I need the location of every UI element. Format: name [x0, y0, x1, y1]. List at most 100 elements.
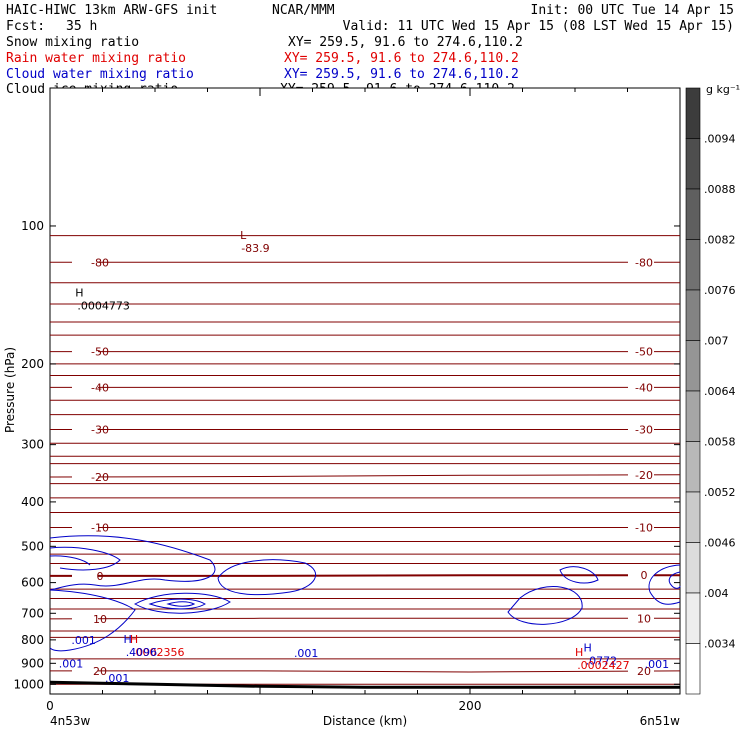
isotherm-label-mask [628, 256, 654, 268]
extremum-value: .0002356 [132, 646, 185, 659]
extremum-value: .0004773 [77, 300, 129, 313]
isotherm-label-mask [72, 612, 98, 624]
isotherm-label-mask [72, 569, 98, 581]
init-time: Init: 00 UTC Tue 14 Apr 15 [531, 3, 735, 18]
isotherm-label-mask [72, 471, 98, 483]
plot-area [49, 87, 681, 695]
colorbar-label: .0082 [704, 234, 736, 247]
isotherm-label-mask [628, 569, 654, 581]
isotherm-label-mask [72, 423, 98, 435]
isotherm-label: -30 [635, 423, 653, 436]
y-tick-label: 700 [21, 606, 44, 620]
terrain-line [49, 680, 680, 689]
colorbar-box [685, 138, 701, 190]
isotherm-label: 0 [97, 570, 104, 583]
cloud-water-label: .001 [59, 657, 84, 670]
isotherm-label-mask [628, 664, 654, 676]
forecast-label: Fcst: [6, 19, 45, 34]
colorbar-label: .007 [704, 335, 729, 348]
cloud-water-contour [49, 589, 136, 652]
extremum-marker: H [75, 287, 83, 300]
cloud-water-contour [648, 564, 681, 605]
x-axis-title: Distance (km) [323, 714, 407, 728]
isotherm-label: -30 [91, 423, 109, 436]
x-left-endpoint: 4n53w [50, 714, 91, 728]
colorbar-label: .004 [704, 587, 729, 600]
isotherm-label: -20 [635, 469, 653, 482]
isotherm-label: -40 [91, 381, 109, 394]
model-title: HAIC-HIWC 13km ARW-GFS init [6, 3, 217, 18]
colorbar-box [685, 239, 701, 291]
isotherm-label: -40 [635, 381, 653, 394]
colorbar-unit: g kg⁻¹ [706, 83, 740, 96]
isotherm-label: -80 [91, 256, 109, 269]
extremum-marker: H [124, 633, 132, 646]
y-tick-label: 600 [21, 576, 44, 590]
extremum-marker: H [130, 633, 138, 646]
colorbar-label: .0076 [704, 284, 736, 297]
cloud-water-contour [559, 566, 599, 584]
y-tick-label: 200 [21, 357, 44, 371]
isotherm--20 [49, 474, 681, 478]
y-tick-label: 400 [21, 495, 44, 509]
extremum-value: -83.9 [241, 242, 269, 255]
field-xy-cloud-water: XY= 259.5, 91.6 to 274.6,110.2 [284, 67, 519, 82]
cloud-water-contour [166, 601, 196, 607]
colorbar-box [685, 289, 701, 341]
y-axis-title: Pressure (hPa) [3, 347, 17, 433]
field-name-rain: Rain water mixing ratio [6, 51, 186, 66]
colorbar-label: .0058 [704, 436, 736, 449]
isotherm-label-mask [72, 256, 98, 268]
colorbar-label: .0088 [704, 183, 736, 196]
center-label: NCAR/MMM [272, 3, 335, 18]
colorbar-box [685, 542, 701, 594]
isotherm-label: -10 [635, 522, 653, 535]
colorbar-box [685, 340, 701, 392]
colorbar-box [685, 592, 701, 644]
y-tick-label: 1000 [13, 677, 44, 691]
isotherm-label-mask [628, 468, 654, 480]
isotherm-label-mask [72, 345, 98, 357]
isotherm-label: -50 [635, 346, 653, 359]
isotherm-label-mask [628, 612, 654, 624]
plot-contents: -80 -80 -50 -50 -40 -40 -30 -30 -20 -20 -10 -10 0 0 10… [49, 229, 681, 689]
valid-time: Valid: 11 UTC Wed 15 Apr 15 (08 LST Wed … [343, 19, 734, 34]
isotherm-label-mask [72, 521, 98, 533]
field-xy-rain: XY= 259.5, 91.6 to 274.6,110.2 [284, 51, 519, 66]
isotherm-label-mask [628, 423, 654, 435]
cloud-water-contour [133, 592, 231, 614]
y-tick-label: 900 [21, 656, 44, 670]
colorbar-label: .0034 [704, 638, 736, 651]
y-tick-label: 300 [21, 438, 44, 452]
isotherm-label: -80 [635, 256, 653, 269]
extremum-marker: H [583, 641, 591, 654]
cloud-water-contour [668, 571, 681, 589]
cloud-water-contour [49, 546, 121, 571]
colorbar-box [685, 643, 701, 695]
y-tick-label: 800 [21, 633, 44, 647]
cloud-water-label: .001 [71, 634, 96, 647]
y-tick-label: 500 [21, 539, 44, 553]
colorbar-label: .0064 [704, 385, 736, 398]
isotherm-label: -20 [91, 471, 109, 484]
isotherm-label: 10 [637, 612, 651, 625]
isotherm-label-mask [628, 345, 654, 357]
colorbar-box [685, 188, 701, 240]
isotherm-label: 20 [93, 665, 107, 678]
y-tick-label: 100 [21, 219, 44, 233]
isotherm-label-mask [72, 381, 98, 393]
cloud-water-contour [507, 586, 583, 625]
isotherm-label-mask [628, 521, 654, 533]
isotherm-label: 0 [641, 569, 648, 582]
cloud-water-label: .001 [294, 647, 319, 660]
isotherm-10 [49, 617, 680, 620]
extremum-value: .0002427 [577, 659, 630, 672]
colorbar-box [685, 87, 701, 139]
colorbar-box [685, 441, 701, 493]
extremum-value: .4096 [126, 646, 158, 659]
isotherm-label-mask [72, 664, 98, 676]
colorbar-box [685, 491, 701, 543]
colorbar-box [685, 390, 701, 442]
colorbar-label: .0046 [704, 537, 736, 550]
